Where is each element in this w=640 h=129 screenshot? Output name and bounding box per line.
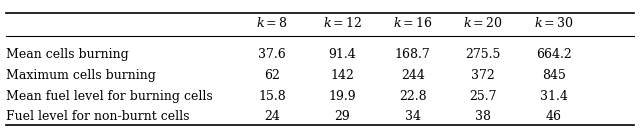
Text: Mean cells burning: Mean cells burning bbox=[6, 48, 129, 61]
Text: 38: 38 bbox=[475, 110, 492, 123]
Text: 22.8: 22.8 bbox=[399, 90, 427, 103]
Text: 275.5: 275.5 bbox=[465, 48, 501, 61]
Text: 142: 142 bbox=[330, 69, 355, 82]
Text: 664.2: 664.2 bbox=[536, 48, 572, 61]
Text: 15.8: 15.8 bbox=[258, 90, 286, 103]
Text: $k = 30$: $k = 30$ bbox=[534, 16, 573, 30]
Text: 37.6: 37.6 bbox=[258, 48, 286, 61]
Text: 244: 244 bbox=[401, 69, 425, 82]
Text: $k = 8$: $k = 8$ bbox=[256, 16, 288, 30]
Text: 62: 62 bbox=[264, 69, 280, 82]
Text: $k = 20$: $k = 20$ bbox=[463, 16, 503, 30]
Text: $k = 12$: $k = 12$ bbox=[323, 16, 362, 30]
Text: 29: 29 bbox=[335, 110, 350, 123]
Text: 372: 372 bbox=[471, 69, 495, 82]
Text: 91.4: 91.4 bbox=[328, 48, 356, 61]
Text: 19.9: 19.9 bbox=[328, 90, 356, 103]
Text: 34: 34 bbox=[405, 110, 421, 123]
Text: 168.7: 168.7 bbox=[395, 48, 431, 61]
Text: 24: 24 bbox=[264, 110, 280, 123]
Text: 31.4: 31.4 bbox=[540, 90, 568, 103]
Text: Mean fuel level for burning cells: Mean fuel level for burning cells bbox=[6, 90, 213, 103]
Text: 25.7: 25.7 bbox=[470, 90, 497, 103]
Text: Fuel level for non-burnt cells: Fuel level for non-burnt cells bbox=[6, 110, 190, 123]
Text: 845: 845 bbox=[541, 69, 566, 82]
Text: 46: 46 bbox=[545, 110, 562, 123]
Text: $k = 16$: $k = 16$ bbox=[393, 16, 433, 30]
Text: Maximum cells burning: Maximum cells burning bbox=[6, 69, 156, 82]
